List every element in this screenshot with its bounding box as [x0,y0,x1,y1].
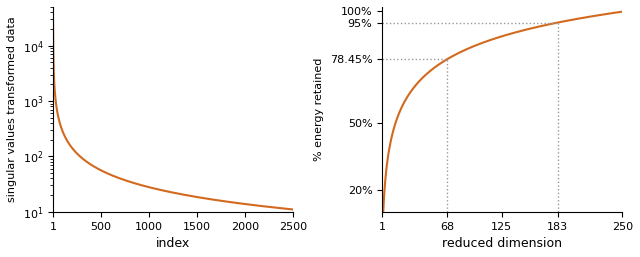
Y-axis label: singular values transformed data: singular values transformed data [7,16,17,202]
Y-axis label: % energy retained: % energy retained [314,58,324,161]
X-axis label: index: index [156,237,190,250]
X-axis label: reduced dimension: reduced dimension [442,237,563,250]
